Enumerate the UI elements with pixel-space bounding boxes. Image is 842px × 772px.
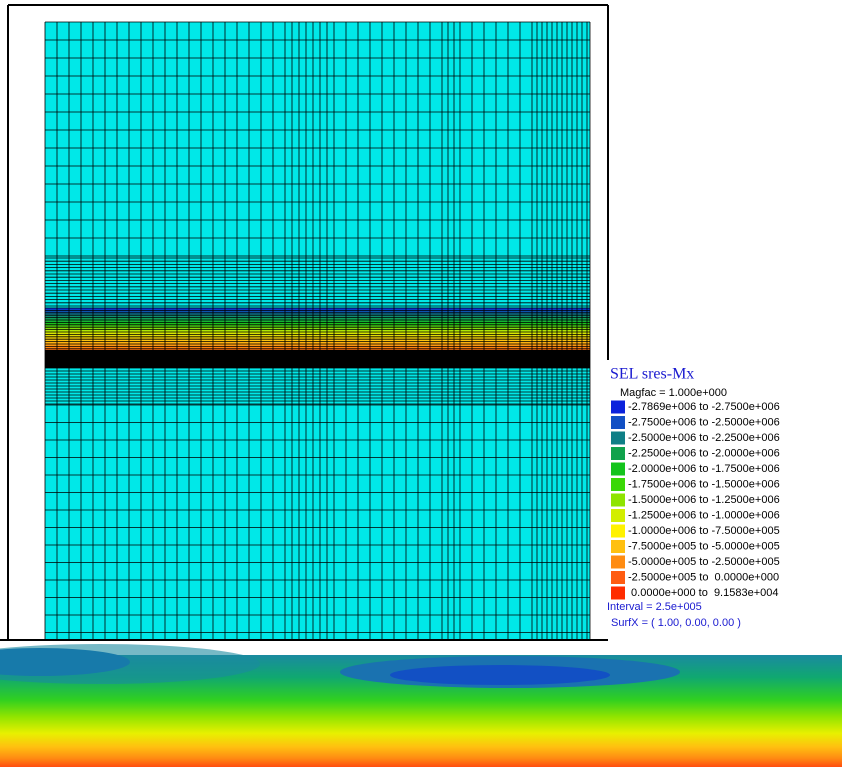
- legend-swatch: [611, 416, 625, 429]
- interval: Interval = 2.5e+005: [607, 601, 702, 613]
- legend-label: -2.5000e+005 to 0.0000e+000: [628, 571, 779, 583]
- legend-swatch: [611, 509, 625, 522]
- legend-label: -1.0000e+006 to -7.5000e+005: [628, 525, 780, 537]
- legend-swatch: [611, 556, 625, 569]
- legend-swatch: [611, 401, 625, 414]
- magfac: Magfac = 1.000e+000: [620, 387, 727, 399]
- legend-swatch: [611, 494, 625, 507]
- legend-label: -7.5000e+005 to -5.0000e+005: [628, 540, 780, 552]
- legend-swatch: [611, 447, 625, 460]
- legend-label: -5.0000e+005 to -2.5000e+005: [628, 556, 780, 568]
- surfx: SurfX = ( 1.00, 0.00, 0.00 ): [611, 617, 741, 629]
- legend-label: -2.0000e+006 to -1.7500e+006: [628, 463, 780, 475]
- legend-label: -2.2500e+006 to -2.0000e+006: [628, 447, 780, 459]
- legend-swatch: [611, 571, 625, 584]
- viewer: SEL sres-Mx Magfac = 1.000e+000 -2.7869e…: [0, 0, 842, 767]
- legend-label: -2.7869e+006 to -2.7500e+006: [628, 401, 780, 413]
- legend-label: -2.5000e+006 to -2.2500e+006: [628, 432, 780, 444]
- contour-strip: [0, 644, 842, 767]
- legend-label: -2.7500e+006 to -2.5000e+006: [628, 416, 780, 428]
- legend-label: 0.0000e+000 to 9.1583e+004: [628, 587, 778, 599]
- page: SEL sres-Mx Magfac = 1.000e+000 -2.7869e…: [0, 0, 842, 767]
- mesh: [45, 22, 590, 640]
- legend-swatch: [611, 587, 625, 600]
- legend-label: -1.2500e+006 to -1.0000e+006: [628, 509, 780, 521]
- legend-swatch: [611, 540, 625, 553]
- legend-swatch: [611, 432, 625, 445]
- legend-label: -1.5000e+006 to -1.2500e+006: [628, 494, 780, 506]
- legend-label: -1.7500e+006 to -1.5000e+006: [628, 478, 780, 490]
- legend-swatch: [611, 478, 625, 491]
- legend-title: SEL sres-Mx: [610, 366, 694, 383]
- legend: -2.7869e+006 to -2.7500e+006 -2.7500e+006…: [611, 401, 780, 600]
- legend-swatch: [611, 463, 625, 476]
- legend-swatch: [611, 525, 625, 538]
